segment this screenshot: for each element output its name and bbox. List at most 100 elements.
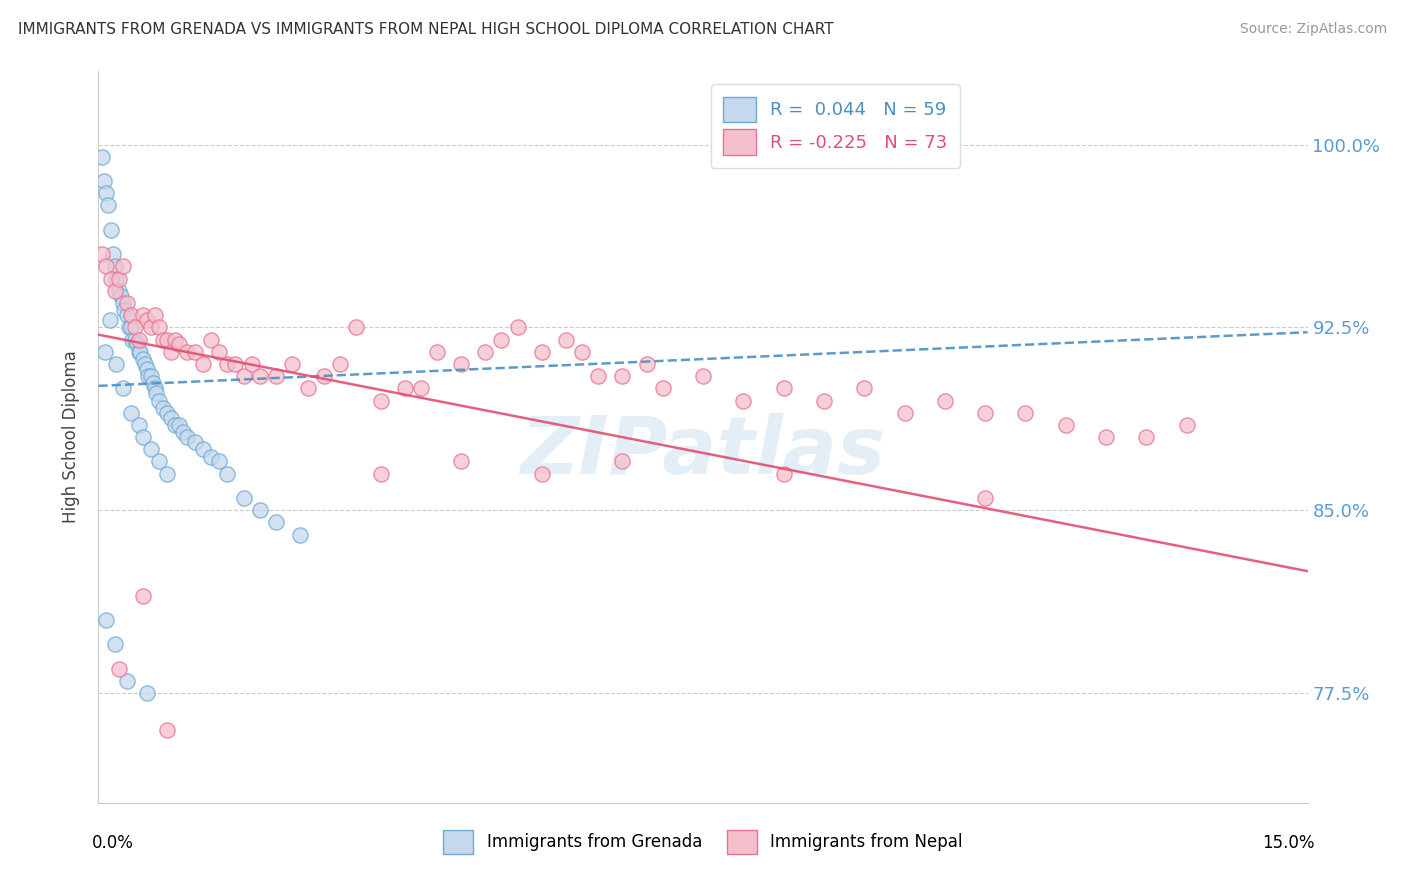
Point: [160, 344, 183, 359]
Point: [329, 357, 352, 371]
Point: [107, 662, 129, 676]
Point: [651, 381, 673, 395]
Point: [156, 467, 179, 481]
Point: [288, 527, 311, 541]
Point: [297, 381, 319, 395]
Point: [344, 320, 367, 334]
Point: [110, 288, 132, 302]
Point: [1135, 430, 1157, 444]
Point: [111, 381, 134, 395]
Point: [156, 406, 179, 420]
Text: 15.0%: 15.0%: [1263, 834, 1315, 852]
Point: [264, 369, 287, 384]
Point: [129, 344, 152, 359]
Point: [184, 434, 207, 449]
Point: [224, 357, 246, 371]
Text: Source: ZipAtlas.com: Source: ZipAtlas.com: [1240, 22, 1388, 37]
Point: [1054, 417, 1077, 432]
Point: [124, 333, 146, 347]
Point: [409, 381, 432, 395]
Point: [103, 284, 125, 298]
Point: [450, 357, 472, 371]
Point: [103, 637, 125, 651]
Point: [530, 467, 553, 481]
Point: [132, 589, 155, 603]
Point: [107, 284, 129, 298]
Point: [772, 467, 794, 481]
Point: [370, 467, 392, 481]
Point: [152, 333, 174, 347]
Point: [101, 247, 124, 261]
Point: [132, 430, 155, 444]
Point: [103, 260, 125, 274]
Point: [370, 393, 392, 408]
Point: [474, 344, 496, 359]
Point: [107, 271, 129, 285]
Point: [813, 393, 835, 408]
Point: [138, 369, 160, 384]
Point: [124, 320, 146, 334]
Point: [127, 337, 149, 351]
Point: [200, 450, 222, 464]
Point: [128, 333, 150, 347]
Point: [120, 320, 142, 334]
Point: [176, 430, 198, 444]
Point: [148, 454, 170, 468]
Point: [193, 357, 215, 371]
Point: [91, 247, 114, 261]
Point: [120, 308, 142, 322]
Point: [506, 320, 529, 334]
Point: [94, 344, 117, 359]
Y-axis label: High School Diploma: High School Diploma: [62, 351, 80, 524]
Point: [636, 357, 658, 371]
Point: [120, 406, 142, 420]
Point: [135, 361, 157, 376]
Point: [105, 271, 128, 285]
Point: [314, 369, 336, 384]
Point: [115, 296, 138, 310]
Point: [176, 344, 198, 359]
Point: [893, 406, 915, 420]
Point: [217, 357, 239, 371]
Point: [167, 417, 190, 432]
Point: [200, 333, 222, 347]
Point: [240, 357, 263, 371]
Point: [530, 344, 553, 359]
Point: [853, 381, 876, 395]
Point: [91, 150, 114, 164]
Point: [232, 369, 254, 384]
Point: [128, 417, 150, 432]
Point: [128, 344, 150, 359]
Point: [1014, 406, 1036, 420]
Point: [394, 381, 416, 395]
Point: [111, 260, 134, 274]
Point: [132, 352, 155, 367]
Text: 0.0%: 0.0%: [91, 834, 134, 852]
Point: [148, 393, 170, 408]
Point: [145, 386, 167, 401]
Point: [974, 406, 997, 420]
Text: ZIPatlas: ZIPatlas: [520, 413, 886, 491]
Point: [152, 401, 174, 415]
Point: [555, 333, 578, 347]
Point: [281, 357, 304, 371]
Point: [1095, 430, 1118, 444]
Point: [139, 320, 162, 334]
Point: [139, 369, 162, 384]
Point: [115, 308, 138, 322]
Point: [491, 333, 513, 347]
Point: [163, 417, 186, 432]
Point: [692, 369, 714, 384]
Point: [98, 313, 121, 327]
Point: [450, 454, 472, 468]
Point: [115, 673, 138, 688]
Point: [264, 516, 287, 530]
Point: [426, 344, 449, 359]
Point: [156, 723, 179, 737]
Point: [586, 369, 609, 384]
Point: [142, 376, 165, 391]
Point: [571, 344, 593, 359]
Point: [934, 393, 956, 408]
Point: [193, 442, 215, 457]
Point: [100, 271, 122, 285]
